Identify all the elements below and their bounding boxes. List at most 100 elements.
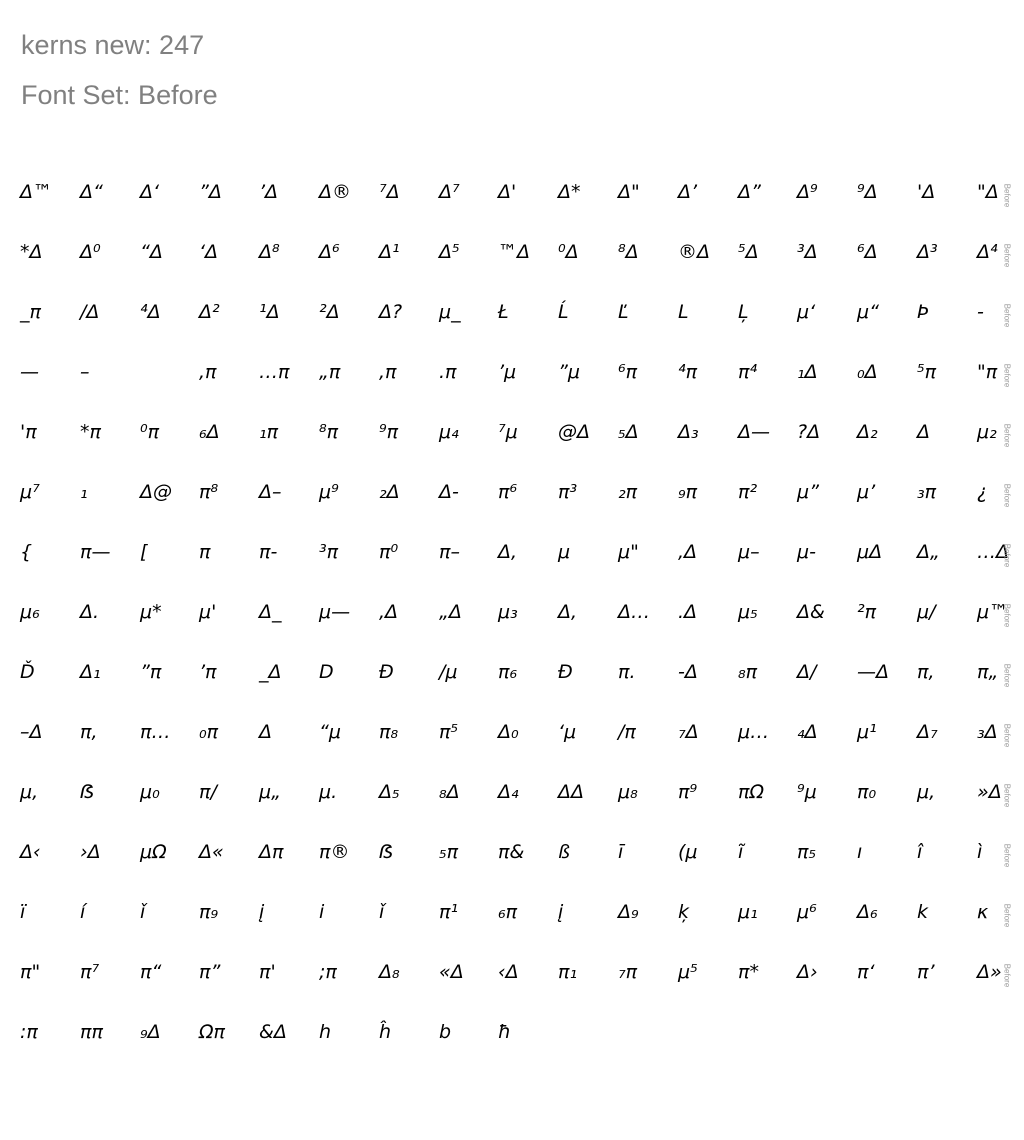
glyph-pair: Δ“ <box>80 181 103 203</box>
glyph-pair: Δ› <box>797 961 818 983</box>
row-font-set-tag: Before <box>1000 355 1014 395</box>
row-font-set-tag-text: Before <box>1002 963 1012 987</box>
glyph-pair: { <box>20 541 33 563</box>
glyph-pair: «Δ <box>439 961 464 983</box>
glyph-pair: Δ₉ <box>618 901 639 923</box>
glyph-pair: μ. <box>319 781 338 803</box>
glyph-pair: Δ? <box>379 301 403 323</box>
glyph-pair: μ₈ <box>618 781 638 803</box>
glyph-pair: .Δ <box>678 601 698 623</box>
glyph-pair: π‘ <box>857 961 875 983</box>
glyph-pair: ₀π <box>199 721 219 743</box>
row-font-set-tag-text: Before <box>1002 723 1012 747</box>
glyph-pair: π⁰ <box>379 541 399 563</box>
glyph-pair: Δ₁ <box>80 661 101 683</box>
glyph-pair: ₈π <box>738 661 758 683</box>
glyph-pair: ππ <box>80 1021 103 1043</box>
glyph-pair: Δ₂ <box>857 421 878 443</box>
glyph-pair: ı <box>857 841 863 863</box>
glyph-pair: .π <box>439 361 457 383</box>
row-font-set-tag: Before <box>1000 775 1014 815</box>
glyph-pair <box>140 358 198 386</box>
glyph-row: μ⁷ ₁ Δ@ π⁸ Δ– μ⁹ ₂Δ Δ-π⁶ π³ ₂π ₉π π² μ” μ’ ₃π ¿ Before <box>0 460 1024 520</box>
glyph-pair: Δ₇ <box>917 721 938 743</box>
glyph-pair: ⁵Δ <box>738 241 759 263</box>
glyph-pair: Δ⁷ <box>439 181 460 203</box>
glyph-pair: h <box>319 1021 332 1043</box>
glyph-pair: Δ, <box>498 541 518 563</box>
glyph-row: {π— [π π- ³π π⁰ π– Δ, μ μ" ‚Δ μ– μ-μΔ Δ„ …Δ Before <box>0 520 1024 580</box>
glyph-pair: μ™ <box>977 601 1009 623</box>
glyph-pair: μ‚ <box>20 781 39 803</box>
glyph-pair: μ <box>558 541 571 563</box>
row-font-set-tag-text: Before <box>1002 423 1012 447</box>
glyph-pair: &Δ <box>259 1021 287 1043</box>
glyph-pair: ß <box>558 841 570 863</box>
glyph-pair: Δ₀ <box>498 721 519 743</box>
glyph-pair: Δ« <box>199 841 224 863</box>
glyph-pair: Δ™ <box>20 181 52 203</box>
glyph-row: *Δ Δ⁰ “Δ ‘Δ Δ⁸ Δ⁶ Δ¹ Δ⁵ ™Δ ⁰Δ ⁸Δ ®Δ ⁵Δ ³Δ ⁶Δ Δ³ Δ⁴ Before <box>0 220 1024 280</box>
glyph-pair: *π <box>80 421 101 443</box>
glyph-row: Δ‹ ›Δ μΩ Δ« Δπ π® ẞ ₅π π& ß ī (μ ĩ π₅ ı î ì Before <box>0 820 1024 880</box>
glyph-pair: ²π <box>857 601 877 623</box>
glyph-pair: π' <box>259 961 276 983</box>
glyph-pair: μ₅ <box>738 601 758 623</box>
glyph-pair: π- <box>259 541 278 563</box>
glyph-pair: Þ <box>917 301 929 323</box>
row-font-set-tag: Before <box>1000 955 1014 995</box>
glyph-pair: ħ <box>498 1021 512 1043</box>
glyph-pair: ī <box>618 841 624 863</box>
glyph-pair: ’Δ <box>259 181 279 203</box>
glyph-pair: Δ– <box>259 481 282 503</box>
glyph-pair: *Δ <box>20 241 43 263</box>
glyph-pair: Δ₃ <box>678 421 699 443</box>
row-font-set-tag-text: Before <box>1002 363 1012 387</box>
glyph-pair: ₃Δ <box>977 721 998 743</box>
glyph-pair: π‚ <box>917 661 935 683</box>
row-font-set-tag: Before <box>1000 295 1014 335</box>
glyph-pair: ₆π <box>498 901 518 923</box>
glyph-pair: „π <box>319 361 341 383</box>
glyph-pair: ï <box>20 901 26 923</box>
glyph-pair: ‚π <box>379 361 397 383</box>
glyph-pair: π² <box>738 481 758 503</box>
glyph-pair: Δ₈ <box>379 961 400 983</box>
glyph-pair: Δ— <box>738 421 770 443</box>
glyph-pair: Δ¹ <box>379 241 400 263</box>
glyph-pair: μ, <box>917 781 936 803</box>
glyph-pair: …π <box>259 361 290 383</box>
glyph-pair: Δ⁵ <box>439 241 460 263</box>
glyph-pair: :π <box>20 1021 38 1043</box>
glyph-pair: π® <box>319 841 350 863</box>
glyph-pair: 'Δ <box>917 181 936 203</box>
glyph-pair: ₁ <box>80 481 88 503</box>
glyph-pair: π* <box>738 961 759 983</box>
glyph-pair: ₅Δ <box>618 421 639 443</box>
glyph-pair: ì <box>977 841 983 863</box>
glyph-pair: Δ‹ <box>20 841 41 863</box>
glyph-pair: 'π <box>20 421 37 443</box>
glyph-pair: Đ <box>379 661 394 683</box>
glyph-pair: π. <box>618 661 636 683</box>
glyph-pair: Δ/ <box>797 661 817 683</box>
glyph-pair: μ⁶ <box>797 901 817 923</box>
glyph-pair: ǐ <box>379 901 385 923</box>
glyph-pair: ®Δ <box>678 241 710 263</box>
glyph-pair: ⁹μ <box>797 781 817 803</box>
glyph-pair: ‚Δ <box>379 601 399 623</box>
glyph-pair: π₉ <box>199 901 219 923</box>
glyph-pair: Ł <box>498 301 509 323</box>
glyph-pair: ‚Δ <box>678 541 698 563</box>
glyph-pair: /π <box>618 721 636 743</box>
row-font-set-tag: Before <box>1000 235 1014 275</box>
glyph-pair: Ď <box>20 661 35 683</box>
row-font-set-tag-text: Before <box>1002 603 1012 627</box>
glyph-pair: μ„ <box>259 781 281 803</box>
glyph-pair: i <box>319 901 325 923</box>
glyph-pair: »Δ <box>977 781 1002 803</box>
row-font-set-tag-text: Before <box>1002 243 1012 267</box>
glyph-pair: ⁰π <box>140 421 160 443</box>
glyph-pair: ›Δ <box>80 841 101 863</box>
